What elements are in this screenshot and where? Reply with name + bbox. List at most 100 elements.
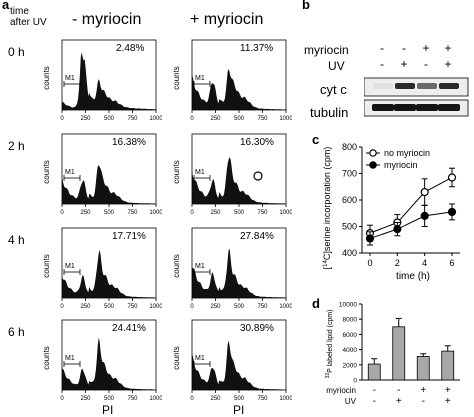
- blot-sign: +: [444, 57, 451, 71]
- blot-row-label-uv: UV: [328, 59, 345, 73]
- tubulin-band: [416, 104, 438, 111]
- gate-label-m1: M1: [195, 263, 205, 270]
- x-tick-label: 250: [80, 210, 91, 216]
- histogram-4h-plus-myriocin: 0 250 500 750 1000 counts M1 27.84%: [170, 226, 293, 323]
- panel-label-c: c: [312, 132, 320, 147]
- x-tick-label: 0: [60, 210, 64, 216]
- blot-sign: +: [422, 41, 429, 55]
- bar: [392, 326, 406, 381]
- time-label-0h: 0 h: [8, 45, 25, 59]
- x-tick-label: 750: [257, 396, 268, 402]
- legend-marker: [369, 161, 377, 169]
- x-tick-label: 750: [257, 116, 268, 122]
- tubulin-band: [394, 104, 416, 111]
- blot-sign: -: [424, 57, 428, 71]
- percent-m1: 27.84%: [240, 231, 274, 242]
- x-tick-label: 1000: [279, 304, 292, 310]
- histogram-fill: [192, 340, 286, 390]
- y-axis-label: 32P labeled lipid (cpm): [325, 310, 334, 379]
- bar: [367, 363, 381, 381]
- x-tick-label: 500: [234, 304, 245, 310]
- x-tick-label: 500: [104, 304, 115, 310]
- treatment-sign: -: [397, 385, 400, 396]
- x-tick-label: 4: [422, 258, 427, 268]
- x-tick-label: 6: [449, 258, 454, 268]
- y-tick-label: 8000: [343, 317, 358, 324]
- time-after-uv-label: time after UV: [10, 6, 47, 28]
- legend-marker: [369, 149, 377, 157]
- x-tick-label: 250: [210, 116, 221, 122]
- percent-m1: 11.37%: [240, 43, 274, 54]
- histogram-fill: [62, 52, 156, 110]
- y-tick-label: 2000: [343, 362, 358, 369]
- y-tick-label: 10000: [339, 302, 357, 309]
- y-axis-label: counts: [172, 254, 181, 278]
- histogram-fill: [192, 68, 286, 110]
- gate-label-m1: M1: [195, 355, 205, 362]
- blot-row-label-myriocin: myriocin: [304, 43, 349, 57]
- y-tick-label: 0: [353, 378, 357, 385]
- legend-label: myriocin: [384, 160, 418, 170]
- y-axis-label: counts: [42, 346, 51, 370]
- y-axis-label: [14C]serine incorporation (cpm): [322, 147, 332, 270]
- x-tick-label: 750: [257, 210, 268, 216]
- y-axis-label: counts: [172, 66, 181, 90]
- x-tick-label: 250: [80, 116, 91, 122]
- data-point: [365, 234, 375, 243]
- y-tick-label: 6000: [343, 332, 358, 339]
- blot-sign: -: [380, 57, 384, 71]
- line-chart-serine-incorporation: 400 500 600 700 800 0 2 4 6 time (h) [14C]serine i…: [322, 142, 460, 282]
- x-tick-label: 1000: [149, 396, 162, 402]
- y-axis-label: counts: [172, 346, 181, 370]
- data-point: [447, 207, 457, 217]
- x-tick-label: 250: [210, 210, 221, 216]
- data-point: [420, 211, 429, 221]
- time-label-4h: 4 h: [8, 233, 25, 247]
- treatment-sign: -: [373, 385, 376, 396]
- y-axis-label: counts: [42, 254, 51, 278]
- x-tick-label: 1000: [279, 116, 292, 122]
- y-tick-label: 400: [342, 248, 357, 258]
- blot-sign: +: [400, 57, 407, 71]
- x-tick-label: 0: [190, 304, 194, 310]
- x-tick-label: 500: [104, 210, 115, 216]
- x-tick-label: 2: [395, 258, 400, 268]
- col-header-plus-myriocin: + myriocin: [190, 11, 264, 28]
- treatment-sign: +: [445, 396, 451, 407]
- x-tick-label: 0: [367, 258, 372, 268]
- blot-sign: -: [380, 41, 384, 55]
- x-tick-label: 0: [190, 116, 194, 122]
- bar: [416, 356, 430, 381]
- cyt-c-band: [373, 83, 393, 89]
- cyt-c-blot-strip: [364, 77, 469, 97]
- panel-label-a: a: [2, 0, 10, 12]
- x-tick-label: 500: [104, 396, 115, 402]
- series-line-no-myriocin: [369, 177, 453, 234]
- panel-label-b: b: [302, 0, 310, 12]
- x-tick-label: 1000: [149, 304, 162, 310]
- y-axis-label: counts: [172, 160, 181, 184]
- x-tick-label: 1000: [279, 210, 292, 216]
- treatment-sign: +: [445, 385, 451, 396]
- percent-m1: 16.30%: [240, 137, 274, 148]
- x-tick-label: 750: [127, 210, 138, 216]
- y-axis-label: counts: [42, 66, 51, 90]
- histogram-fill: [62, 249, 156, 298]
- x-tick-label: 750: [127, 396, 138, 402]
- x-tick-label: 750: [257, 304, 268, 310]
- blot-sign: +: [444, 41, 451, 55]
- y-axis-label: counts: [42, 160, 51, 184]
- x-tick-label: 500: [234, 116, 245, 122]
- x-tick-label: 500: [234, 396, 245, 402]
- tubulin-band: [372, 104, 394, 111]
- gate-label-m1: M1: [195, 169, 205, 176]
- treatment-sign: +: [396, 396, 402, 407]
- percent-m1: 30.89%: [240, 323, 274, 334]
- x-tick-label: 750: [127, 304, 138, 310]
- x-tick-label: 0: [60, 304, 64, 310]
- histogram-fill: [192, 157, 286, 204]
- tubulin-band: [438, 104, 460, 111]
- histogram-2h-plus-myriocin: 0 250 500 750 1000 counts M1 16.30%: [170, 132, 293, 229]
- data-point: [393, 225, 402, 234]
- treatment-sign: -: [422, 396, 425, 407]
